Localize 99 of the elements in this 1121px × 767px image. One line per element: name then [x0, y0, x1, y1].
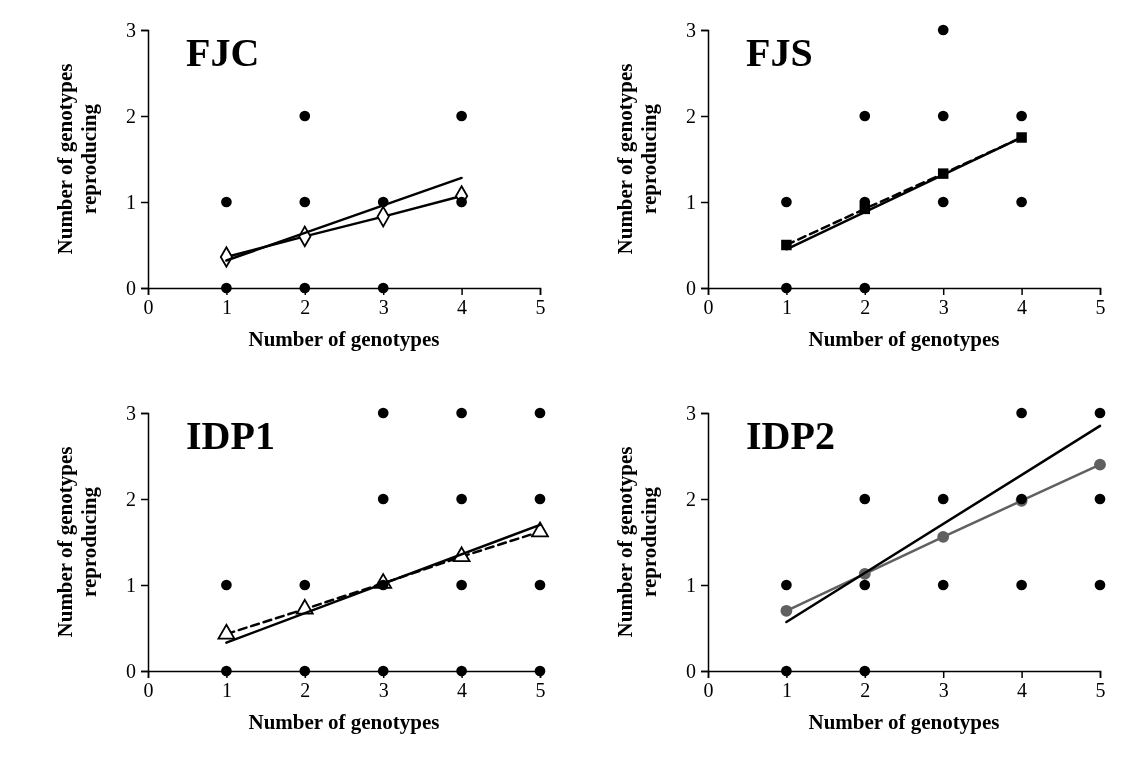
y-tick-label: 1: [126, 190, 136, 213]
point: [299, 110, 311, 122]
y-axis-title: Number of genotypes reproducing: [53, 63, 101, 255]
x-axis-title: Number of genotypes: [808, 327, 1000, 351]
point: [1016, 579, 1027, 591]
chart-title: FJC: [186, 30, 260, 75]
x-axis-title: Number of genotypes: [808, 710, 1000, 734]
y-tick-label: 3: [686, 401, 696, 424]
point: [937, 24, 949, 36]
point: [937, 579, 949, 591]
point: [859, 493, 871, 505]
y-tick-label: 3: [126, 18, 136, 41]
point: [937, 530, 950, 543]
y-tick-label: 0: [686, 276, 696, 299]
point: [221, 665, 232, 677]
point: [299, 579, 311, 591]
point: [1016, 110, 1027, 122]
y-tick-label: 1: [126, 573, 136, 596]
x-tick-label: 3: [378, 296, 389, 319]
y-tick-label: 3: [686, 18, 696, 41]
point: [937, 196, 949, 208]
point: [1016, 407, 1027, 419]
y-tick-label: 2: [686, 104, 696, 127]
point: [377, 493, 389, 505]
y-tick-label: 2: [686, 487, 696, 510]
point: [456, 407, 467, 419]
point: [1016, 196, 1027, 208]
y-tick-label: 2: [126, 487, 136, 510]
x-tick-label: 5: [1095, 679, 1106, 702]
x-tick-label: 1: [781, 296, 792, 319]
point: [1094, 458, 1106, 471]
chart-title: IDP2: [746, 413, 835, 458]
x-tick-label: 1: [221, 679, 232, 702]
y-tick-label: 0: [126, 659, 136, 682]
y-tick-label: 0: [686, 659, 696, 682]
x-tick-label: 0: [703, 679, 714, 702]
y-tick-label: 1: [686, 573, 696, 596]
x-tick-label: 1: [221, 296, 232, 319]
y-tick-label: 2: [126, 104, 136, 127]
point: [534, 407, 546, 419]
point: [377, 665, 389, 677]
point: [859, 579, 871, 591]
point: [859, 110, 871, 122]
x-tick-label: 1: [781, 679, 792, 702]
y-axis-title: Number of genotypes reproducing: [613, 63, 661, 255]
chart-title: IDP1: [186, 413, 275, 458]
x-axis-title: Number of genotypes: [248, 710, 440, 734]
point: [377, 282, 389, 294]
y-tick-label: 3: [126, 401, 136, 424]
point: [221, 282, 232, 294]
y-axis-title: Number of genotypes reproducing: [53, 446, 101, 638]
point: [534, 579, 546, 591]
point: [937, 493, 949, 505]
x-tick-label: 2: [300, 296, 311, 319]
point: [1094, 407, 1106, 419]
y-tick-label: 1: [686, 190, 696, 213]
point: [859, 665, 871, 677]
x-tick-label: 4: [457, 296, 468, 319]
point: [299, 196, 311, 208]
point: [781, 282, 792, 294]
point: [299, 665, 311, 677]
point: [377, 196, 389, 208]
x-tick-label: 2: [300, 679, 311, 702]
x-tick-label: 4: [457, 679, 468, 702]
point: [781, 665, 792, 677]
x-tick-label: 3: [938, 679, 949, 702]
x-tick-label: 0: [143, 296, 154, 319]
x-tick-label: 5: [1095, 296, 1106, 319]
chart-title: FJS: [746, 30, 813, 75]
point: [377, 407, 389, 419]
x-tick-label: 3: [938, 296, 949, 319]
x-tick-label: 5: [535, 679, 546, 702]
point: [299, 282, 311, 294]
point: [1094, 579, 1106, 591]
point: [456, 110, 467, 122]
point: [221, 196, 232, 208]
point: [221, 579, 232, 591]
point: [456, 579, 467, 591]
y-axis-title: Number of genotypes reproducing: [613, 446, 661, 638]
point: [781, 196, 792, 208]
x-tick-label: 3: [378, 679, 389, 702]
point: [937, 110, 949, 122]
x-tick-label: 5: [535, 296, 546, 319]
x-tick-label: 2: [860, 296, 871, 319]
point: [859, 282, 871, 294]
point: [1016, 132, 1027, 143]
x-tick-label: 2: [860, 679, 871, 702]
x-tick-label: 4: [1017, 679, 1028, 702]
point: [781, 579, 792, 591]
point: [780, 604, 793, 617]
y-tick-label: 0: [126, 276, 136, 299]
x-tick-label: 0: [703, 296, 714, 319]
x-axis-title: Number of genotypes: [248, 327, 440, 351]
point: [456, 665, 467, 677]
point: [534, 493, 546, 505]
x-tick-label: 4: [1017, 296, 1028, 319]
x-tick-label: 0: [143, 679, 154, 702]
point: [456, 493, 467, 505]
point: [1094, 493, 1106, 505]
